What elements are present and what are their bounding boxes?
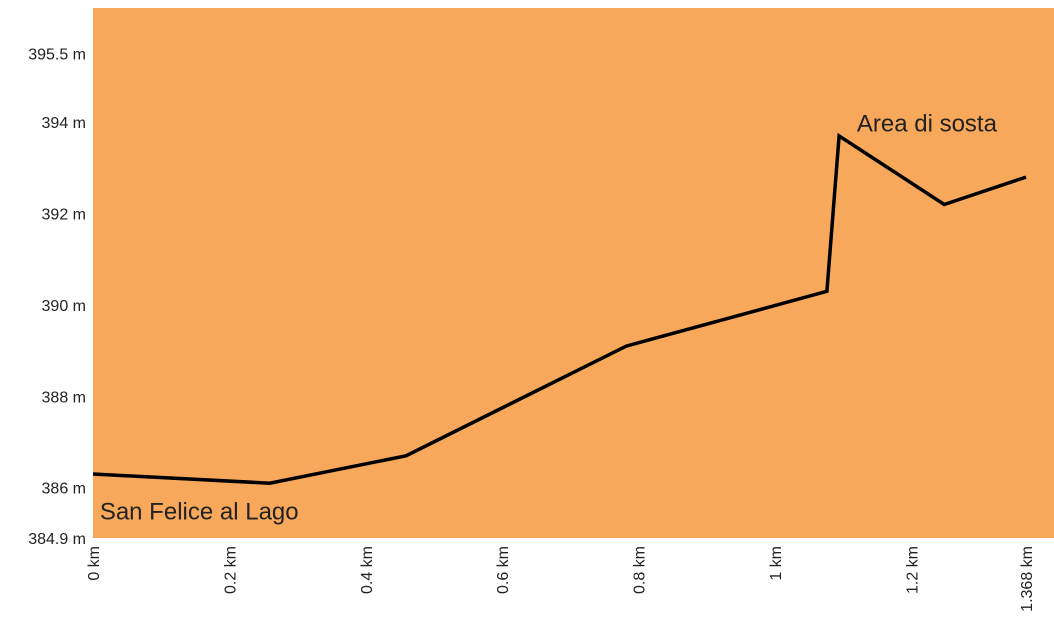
x-tick-label: 1 km	[768, 546, 785, 581]
elevation-line	[92, 132, 1027, 485]
annotation-label: San Felice al Lago	[100, 499, 299, 526]
plot-area-background	[93, 8, 1054, 538]
x-axis: 0 km 0.2 km 0.4 km 0.6 km 0.8 km 1 km 1.2 km 1.…	[86, 546, 1036, 612]
x-tick-label: 0.4 km	[359, 546, 376, 594]
x-tick-label: 0 km	[86, 546, 103, 581]
annotation-label: Area di sosta	[857, 110, 998, 137]
x-tick-label: 0.8 km	[632, 546, 649, 594]
y-tick-label: 392 m	[42, 207, 86, 224]
x-tick-label: 1.2 km	[904, 546, 921, 594]
y-tick-label: 390 m	[42, 298, 86, 315]
x-tick-label: 0.6 km	[495, 546, 512, 594]
y-axis: 384.9 m 386 m 388 m 390 m 392 m 394 m 395.5 m	[28, 47, 86, 548]
x-tick-label: 0.2 km	[222, 546, 239, 594]
annotations: San Felice al Lago Area di sosta	[100, 110, 998, 525]
y-tick-label: 395.5 m	[28, 47, 86, 64]
y-tick-label: 388 m	[42, 389, 86, 406]
y-tick-label: 386 m	[42, 481, 86, 498]
y-tick-label: 394 m	[42, 115, 86, 132]
y-tick-label: 384.9 m	[28, 531, 86, 548]
x-tick-label: 1.368 km	[1019, 546, 1036, 612]
